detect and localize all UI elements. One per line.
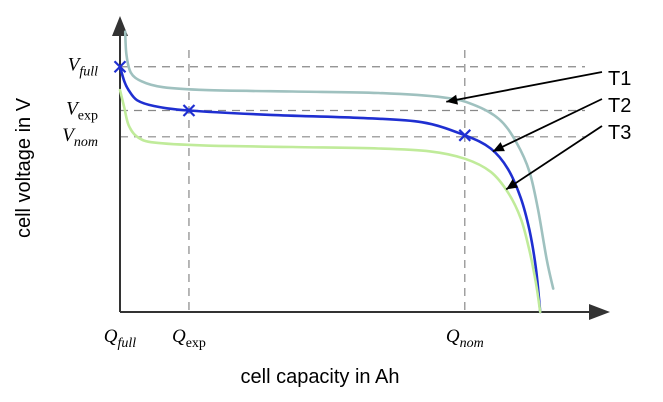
series-label-t3: T3 (608, 122, 631, 144)
callout-arrow-icon (492, 142, 505, 152)
y-tick-label-v-exp: Vexp (66, 99, 98, 124)
callout-line-t1 (446, 71, 603, 103)
marker-x-icon (458, 129, 472, 142)
callout-arrow-icon (506, 179, 519, 190)
series-line-t2 (118, 65, 542, 314)
y-axis-label: cell voltage in V (13, 97, 35, 238)
x-tick-label-q-exp: Qexp (172, 326, 206, 351)
y-axis-arrow-icon (112, 16, 128, 36)
series-line-t1 (123, 30, 555, 290)
y-tick-label-v-nom: Vnom (62, 125, 98, 150)
marker-x-icon (182, 104, 196, 117)
series-lines (118, 30, 555, 314)
x-tick-label-q-full: Qfull (104, 326, 137, 351)
series-callouts: T1 T2 T3 (446, 68, 631, 191)
x-tick-label-q-nom: Qnom (446, 326, 484, 351)
callout-line-t2 (492, 98, 603, 153)
y-tick-label-v-full: Vfull (68, 55, 98, 80)
callout-arrow-icon (446, 94, 459, 105)
series-label-t1: T1 (608, 68, 631, 90)
markers (113, 60, 472, 142)
x-axis-arrow-icon (589, 304, 610, 320)
callout-line-t3 (505, 125, 603, 191)
marker-x-icon (113, 60, 127, 73)
x-axis-label: cell capacity in Ah (241, 366, 400, 388)
series-line-t3 (118, 88, 542, 314)
axes (112, 16, 610, 320)
series-label-t2: T2 (608, 95, 631, 117)
